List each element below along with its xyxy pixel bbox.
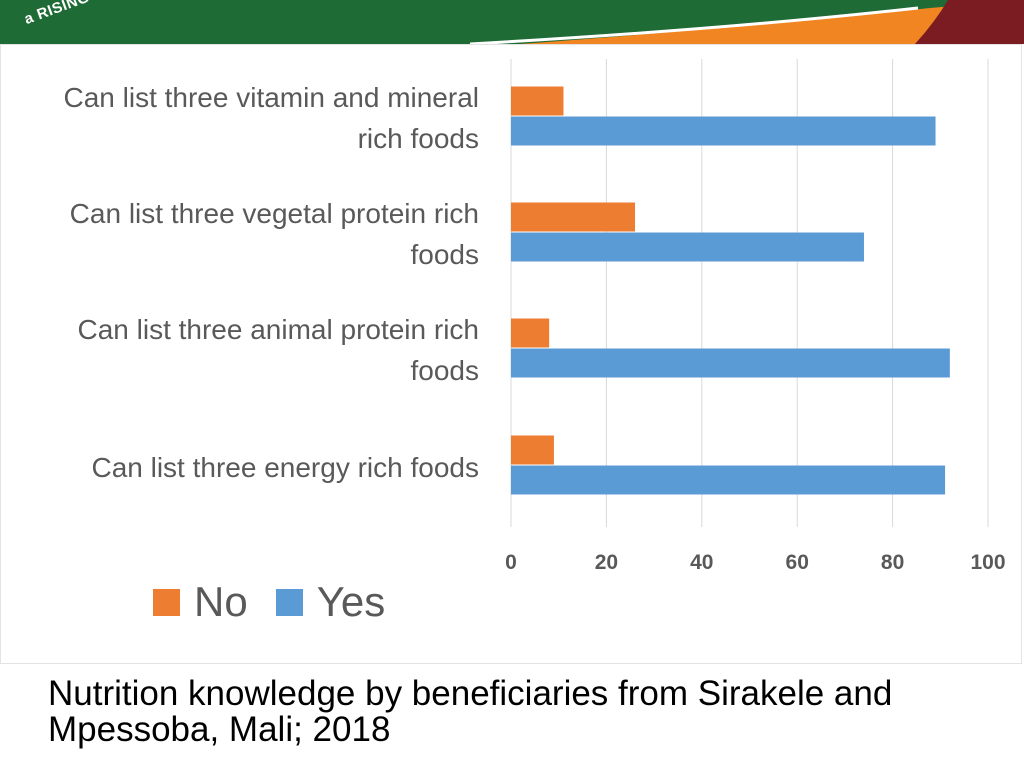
bar-no	[511, 435, 554, 465]
category-label-vitamin: Can list three vitamin and mineral rich …	[5, 77, 479, 159]
category-label-line: rich foods	[357, 123, 479, 154]
bar-no	[511, 202, 636, 232]
x-tick-label: 80	[881, 551, 904, 574]
category-label-energy: Can list three energy rich foods	[5, 447, 479, 488]
bar-yes	[511, 116, 936, 146]
legend-swatch-yes	[275, 588, 303, 616]
legend-item-yes: Yes	[275, 578, 386, 626]
banner-maroon-corner	[915, 0, 1024, 44]
slide-caption: Nutrition knowledge by beneficiaries fro…	[48, 674, 893, 749]
category-label-line: Can list three vegetal protein rich	[69, 198, 479, 229]
category-label-line: Can list three animal protein rich	[77, 314, 479, 345]
legend-item-no: No	[153, 578, 248, 626]
bar-no	[511, 318, 550, 348]
header-banner	[0, 0, 1024, 44]
chart-legend: No Yes	[153, 577, 413, 627]
bar-no	[511, 86, 564, 116]
banner-white-curve	[469, 6, 919, 44]
x-tick-label: 40	[690, 551, 713, 574]
category-label-line: foods	[410, 355, 480, 386]
bar-yes	[511, 232, 864, 262]
x-tick-label: 20	[595, 551, 618, 574]
legend-label-no: No	[194, 578, 248, 625]
category-label-line: foods	[410, 239, 480, 270]
banner-orange-swoosh	[520, 0, 1024, 44]
bar-yes	[511, 465, 946, 495]
x-tick-label: 0	[505, 551, 517, 574]
category-label-vegetal-protein: Can list three vegetal protein rich food…	[5, 193, 479, 275]
x-tick-label: 60	[786, 551, 809, 574]
legend-label-yes: Yes	[316, 578, 386, 625]
category-label-animal-protein: Can list three animal protein rich foods	[5, 309, 479, 391]
x-tick-label: 100	[970, 551, 1005, 574]
category-label-line: Can list three vitamin and mineral	[63, 82, 479, 113]
bar-chart: 0 20 40 60 80 100	[505, 59, 1006, 574]
bar-yes	[511, 348, 950, 378]
legend-swatch-no	[153, 588, 180, 616]
chart-panel: 0 20 40 60 80 100 Can list three vitamin and …	[0, 44, 1022, 664]
category-label-line: Can list three energy rich foods	[91, 452, 479, 483]
